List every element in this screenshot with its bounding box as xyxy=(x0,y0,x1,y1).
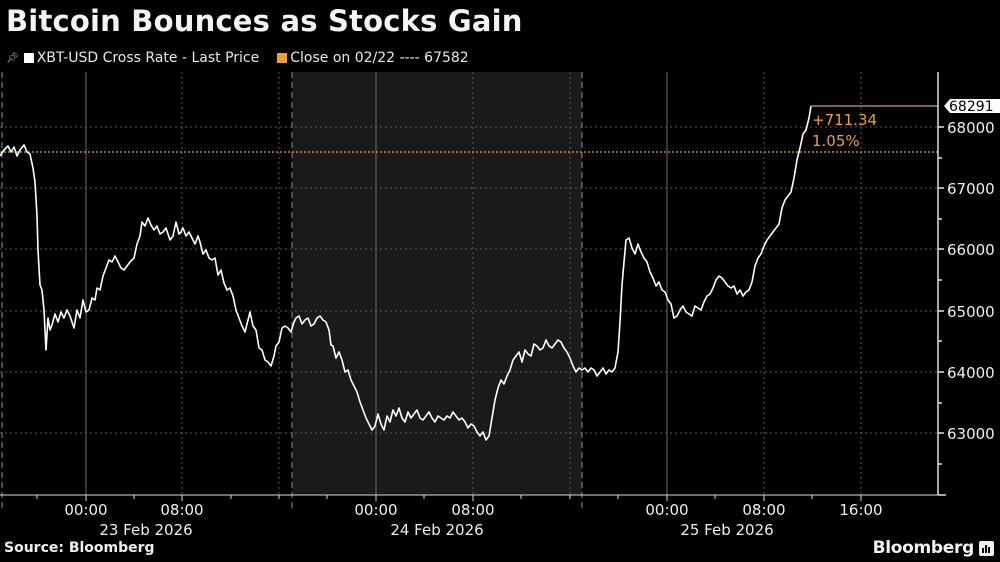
pin-icon[interactable]: 📌︎ xyxy=(6,52,19,64)
bloomberg-terminal-icon xyxy=(979,541,994,556)
legend-label: Close on 02/22 ---- 67582 xyxy=(290,50,469,66)
y-tick-label: 68000 xyxy=(947,119,995,137)
y-tick-label: 63000 xyxy=(947,425,995,443)
y-tick-label: 67000 xyxy=(947,180,995,198)
change-pct-annotation: 1.05% xyxy=(812,132,860,150)
day-separators xyxy=(1,72,583,512)
change-abs-annotation: +711.34 xyxy=(812,111,877,129)
x-tick-label: 08:00 xyxy=(451,501,494,519)
x-tick-label: 00:00 xyxy=(64,501,107,519)
x-date-label: 23 Feb 2026 xyxy=(99,521,192,539)
last-price-value: 68291 xyxy=(949,99,994,115)
swatch-icon xyxy=(23,53,34,63)
legend: 📌︎ XBT-USD Cross Rate - Last Price Close… xyxy=(6,50,483,66)
legend-label: XBT-USD Cross Rate - Last Price xyxy=(36,50,260,66)
source-note: Source: Bloomberg xyxy=(4,540,155,556)
swatch-icon xyxy=(277,53,288,63)
y-ticks xyxy=(938,126,944,465)
x-tick-label: 16:00 xyxy=(839,501,882,519)
y-tick-label: 66000 xyxy=(947,241,995,259)
x-tick-label: 00:00 xyxy=(354,501,397,519)
price-line xyxy=(0,105,812,441)
y-tick-label: 64000 xyxy=(947,364,995,382)
y-tick-label: 65000 xyxy=(947,303,995,321)
vertical-gridlines-dotted xyxy=(181,72,862,495)
legend-item-close: Close on 02/22 ---- 67582 xyxy=(277,50,469,66)
x-date-label: 24 Feb 2026 xyxy=(390,521,483,539)
chart-title: Bitcoin Bounces as Stocks Gain xyxy=(6,4,523,38)
x-tick-label: 08:00 xyxy=(742,501,785,519)
shaded-day-band xyxy=(292,72,582,495)
last-price-tag: 68291 xyxy=(944,99,1000,115)
brand-logo-text: Bloomberg xyxy=(872,538,975,558)
x-tick-label: 08:00 xyxy=(160,501,203,519)
x-date-label: 25 Feb 2026 xyxy=(680,521,773,539)
x-tick-label: 00:00 xyxy=(645,501,688,519)
legend-item-last-price: XBT-USD Cross Rate - Last Price xyxy=(23,50,260,66)
x-ticks xyxy=(36,495,862,501)
